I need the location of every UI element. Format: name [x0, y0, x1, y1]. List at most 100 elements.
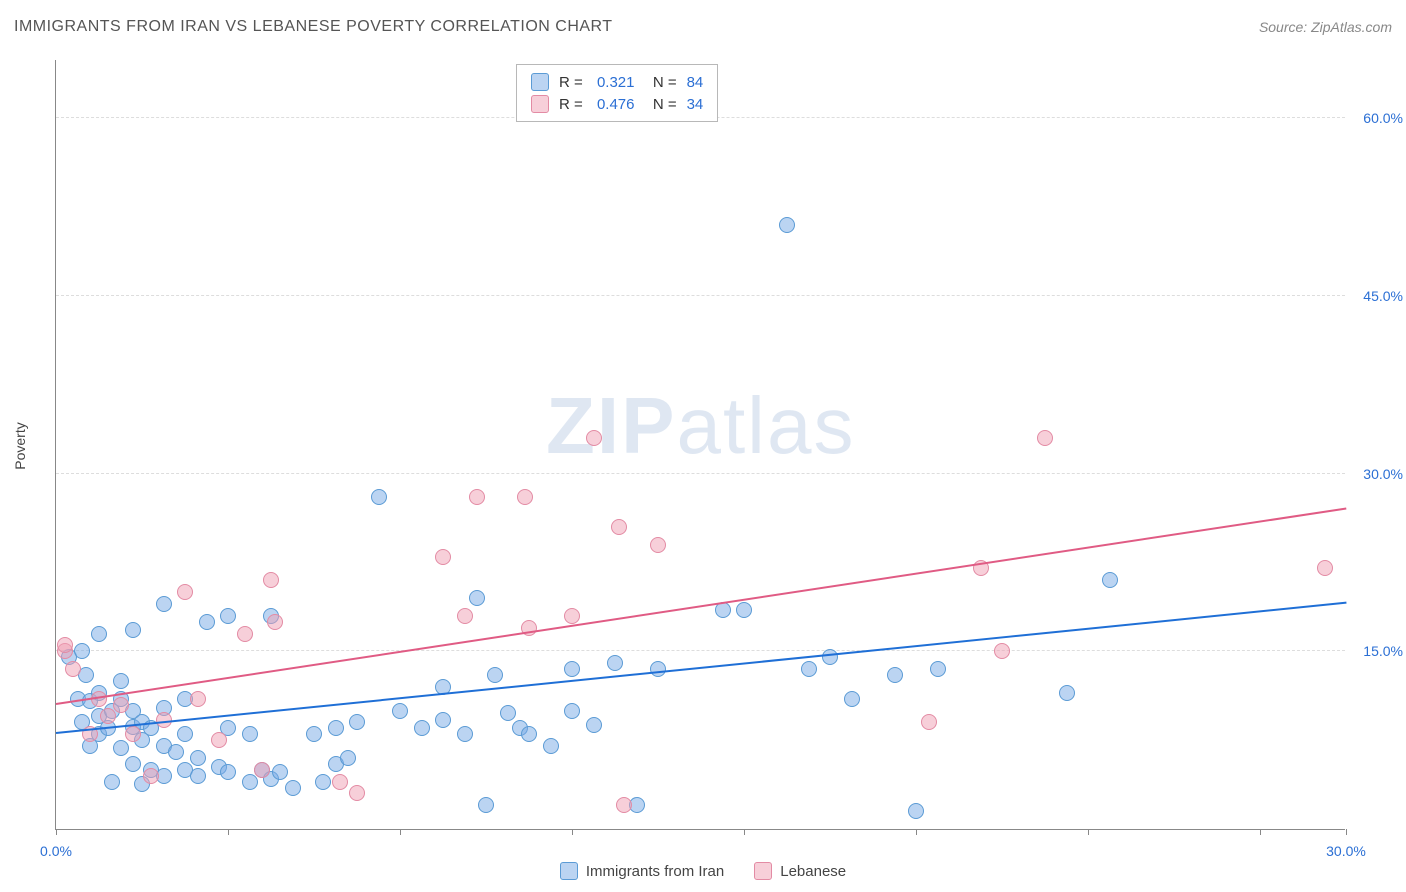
xtick — [1346, 829, 1347, 835]
scatter-point — [586, 717, 602, 733]
legend-swatch — [754, 862, 772, 880]
xtick-label: 0.0% — [40, 843, 72, 859]
scatter-point — [908, 803, 924, 819]
scatter-point — [100, 708, 116, 724]
scatter-point — [930, 661, 946, 677]
scatter-point — [328, 720, 344, 736]
scatter-point — [211, 732, 227, 748]
scatter-point — [168, 744, 184, 760]
scatter-point — [611, 519, 627, 535]
scatter-point — [104, 774, 120, 790]
stat-n-label: N = — [644, 74, 676, 91]
scatter-point — [607, 655, 623, 671]
scatter-point — [315, 774, 331, 790]
ytick-label: 15.0% — [1363, 643, 1403, 659]
scatter-point — [199, 614, 215, 630]
scatter-point — [822, 649, 838, 665]
scatter-point — [237, 626, 253, 642]
xtick — [744, 829, 745, 835]
legend-item: Lebanese — [754, 862, 846, 880]
scatter-point — [650, 537, 666, 553]
stats-row: R = 0.321 N =84 — [531, 71, 703, 93]
scatter-point — [564, 703, 580, 719]
xtick — [228, 829, 229, 835]
plot-area: ZIPatlas 15.0%30.0%45.0%60.0%0.0%30.0%R … — [55, 60, 1345, 830]
scatter-point — [190, 750, 206, 766]
scatter-point — [521, 726, 537, 742]
scatter-point — [220, 764, 236, 780]
scatter-point — [113, 697, 129, 713]
scatter-point — [220, 608, 236, 624]
scatter-point — [457, 608, 473, 624]
scatter-point — [65, 661, 81, 677]
xtick — [400, 829, 401, 835]
scatter-point — [736, 602, 752, 618]
stat-n-value: 34 — [687, 96, 704, 113]
stat-r-label: R = — [559, 96, 587, 113]
xtick — [1260, 829, 1261, 835]
scatter-point — [414, 720, 430, 736]
scatter-point — [177, 726, 193, 742]
trend-line — [56, 507, 1346, 704]
scatter-point — [564, 661, 580, 677]
gridline — [56, 295, 1345, 296]
stat-n-value: 84 — [687, 74, 704, 91]
stat-r-value: 0.476 — [597, 96, 635, 113]
y-axis-label: Poverty — [12, 422, 28, 469]
scatter-point — [349, 785, 365, 801]
scatter-point — [340, 750, 356, 766]
legend-swatch — [560, 862, 578, 880]
legend-label: Immigrants from Iran — [586, 863, 724, 880]
watermark: ZIPatlas — [546, 380, 855, 472]
scatter-point — [1037, 430, 1053, 446]
ytick-label: 60.0% — [1363, 110, 1403, 126]
series-swatch — [531, 95, 549, 113]
ytick-label: 45.0% — [1363, 288, 1403, 304]
scatter-point — [156, 596, 172, 612]
scatter-point — [306, 726, 322, 742]
bottom-legend: Immigrants from Iran Lebanese — [0, 862, 1406, 880]
scatter-point — [469, 489, 485, 505]
legend-item: Immigrants from Iran — [560, 862, 724, 880]
scatter-point — [586, 430, 602, 446]
ytick-label: 30.0% — [1363, 466, 1403, 482]
scatter-point — [371, 489, 387, 505]
scatter-point — [435, 712, 451, 728]
series-swatch — [531, 73, 549, 91]
scatter-point — [801, 661, 817, 677]
scatter-point — [500, 705, 516, 721]
gridline — [56, 473, 1345, 474]
scatter-point — [517, 489, 533, 505]
scatter-point — [263, 572, 279, 588]
xtick — [1088, 829, 1089, 835]
gridline — [56, 650, 1345, 651]
scatter-point — [177, 584, 193, 600]
scatter-point — [1317, 560, 1333, 576]
scatter-point — [887, 667, 903, 683]
scatter-point — [349, 714, 365, 730]
scatter-point — [125, 622, 141, 638]
scatter-point — [285, 780, 301, 796]
scatter-point — [125, 726, 141, 742]
scatter-point — [844, 691, 860, 707]
scatter-point — [1059, 685, 1075, 701]
scatter-point — [143, 768, 159, 784]
scatter-point — [332, 774, 348, 790]
stat-n-label: N = — [644, 96, 676, 113]
scatter-point — [57, 637, 73, 653]
title-bar: IMMIGRANTS FROM IRAN VS LEBANESE POVERTY… — [14, 18, 1392, 36]
scatter-point — [779, 217, 795, 233]
scatter-point — [457, 726, 473, 742]
trend-line — [56, 602, 1346, 734]
stats-row: R = 0.476 N = 34 — [531, 93, 703, 115]
correlation-stats-box: R = 0.321 N =84R = 0.476 N =34 — [516, 64, 718, 122]
scatter-point — [190, 691, 206, 707]
scatter-point — [242, 726, 258, 742]
scatter-point — [113, 673, 129, 689]
scatter-point — [478, 797, 494, 813]
scatter-point — [650, 661, 666, 677]
xtick — [56, 829, 57, 835]
scatter-point — [487, 667, 503, 683]
scatter-point — [74, 643, 90, 659]
scatter-point — [564, 608, 580, 624]
